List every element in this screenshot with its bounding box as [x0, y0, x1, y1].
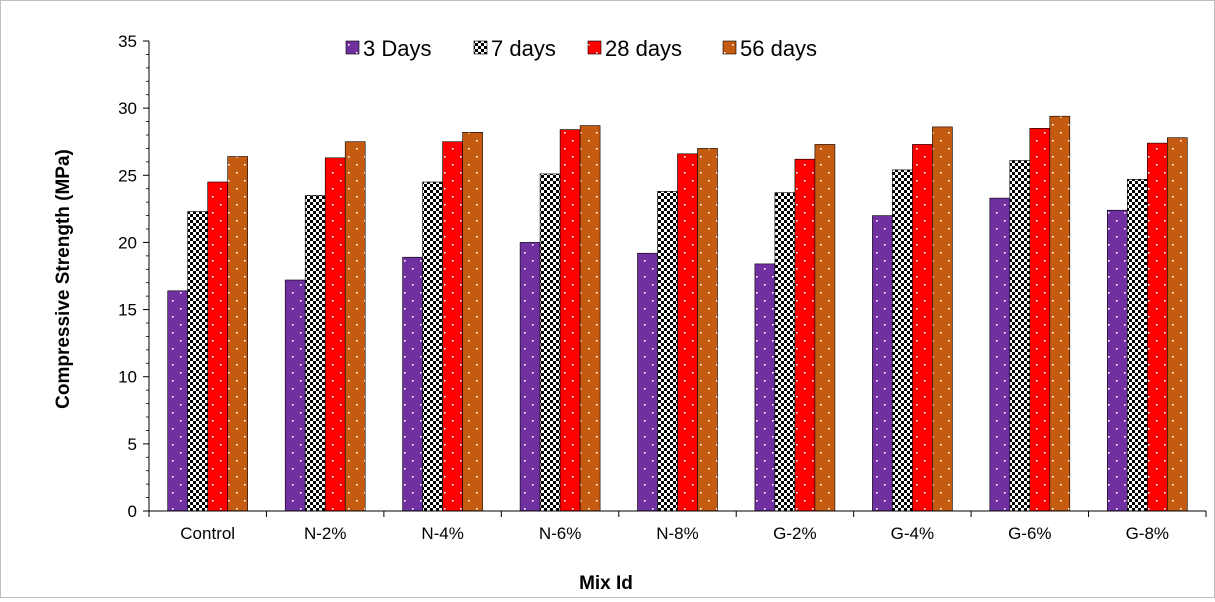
bar-3-days-g8 [1107, 209, 1128, 512]
bar-56-days-g2 [814, 144, 836, 512]
bar-56-days-control [227, 156, 248, 512]
bar-3-days-g2 [754, 263, 776, 512]
legend-swatch-3-days [345, 40, 360, 55]
bar-7-days-g8 [1127, 179, 1148, 512]
y-tick-label: 25 [118, 166, 137, 185]
legend-label-28-days: 28 days [605, 36, 682, 61]
bar-7-days-g4 [892, 169, 913, 512]
bar-56-days-n6 [579, 125, 601, 512]
bar-56-days-g6 [1049, 115, 1071, 512]
bar-28-days-g4 [912, 144, 933, 512]
y-tick-label: 35 [118, 32, 137, 51]
y-tick-label: 10 [118, 368, 137, 387]
legend-swatch-28-days [587, 40, 602, 55]
x-tick-label: G-8% [1126, 524, 1169, 543]
bar-7-days-n8 [657, 191, 678, 512]
bar-7-days-n4 [422, 181, 443, 512]
y-tick-label: 30 [118, 99, 137, 118]
bar-7-days-g6 [1009, 160, 1031, 512]
bar-28-days-n8 [677, 153, 698, 512]
bar-56-days-g4 [932, 126, 953, 512]
y-tick-label: 15 [118, 301, 137, 320]
bar-3-days-control [167, 290, 188, 512]
axes-layer: Control N-2% N-4% N-6% N-8% G-2% G-4% G-6% G-8% 0… [118, 32, 1207, 543]
bar-3-days-n4 [402, 256, 423, 512]
bar-3-days-n8 [637, 252, 658, 512]
bar-28-days-n4 [442, 141, 463, 512]
bar-56-days-n4 [462, 132, 483, 512]
bar-3-days-n2 [284, 279, 306, 512]
bar-28-days-g2 [794, 158, 816, 512]
y-axis-title: Compressive Strength (MPa) [53, 149, 74, 409]
bar-56-days-n8 [697, 148, 718, 512]
legend-label-7-days: 7 days [491, 36, 556, 61]
legend-label-56-days: 56 days [740, 36, 817, 61]
legend-swatch-56-days [722, 40, 737, 55]
bar-3-days-g4 [872, 215, 893, 512]
x-tick-label: N-2% [304, 524, 347, 543]
legend: 3 Days 7 days 28 days 56 days [345, 36, 817, 61]
y-tick-label: 0 [128, 502, 137, 521]
bar-7-days-n6 [539, 173, 561, 512]
x-tick-label: G-6% [1008, 524, 1051, 543]
bar-3-days-g6 [989, 197, 1011, 512]
y-tick-label: 20 [118, 233, 137, 252]
bar-28-days-g8 [1147, 142, 1168, 512]
bars-layer [167, 115, 1188, 512]
x-tick-label: G-4% [891, 524, 934, 543]
y-tick-label: 5 [128, 435, 137, 454]
x-axis-title: Mix Id [579, 573, 633, 594]
bar-3-days-n6 [519, 242, 541, 512]
bar-7-days-n2 [304, 195, 326, 512]
bar-7-days-control [187, 211, 208, 512]
legend-label-3-days: 3 Days [363, 36, 431, 61]
bar-56-days-g8 [1167, 137, 1188, 512]
x-tick-label: N-6% [539, 524, 582, 543]
bar-7-days-g2 [774, 192, 796, 512]
bar-28-days-control [207, 181, 228, 512]
x-tick-label: G-2% [773, 524, 816, 543]
x-tick-label: N-4% [421, 524, 464, 543]
bar-28-days-n6 [559, 129, 581, 512]
x-tick-label: N-8% [656, 524, 699, 543]
bar-28-days-g6 [1029, 128, 1051, 512]
bar-28-days-n2 [324, 157, 346, 512]
legend-swatch-7-days [473, 40, 488, 55]
x-tick-label: Control [180, 524, 235, 543]
bar-56-days-n2 [344, 141, 366, 512]
